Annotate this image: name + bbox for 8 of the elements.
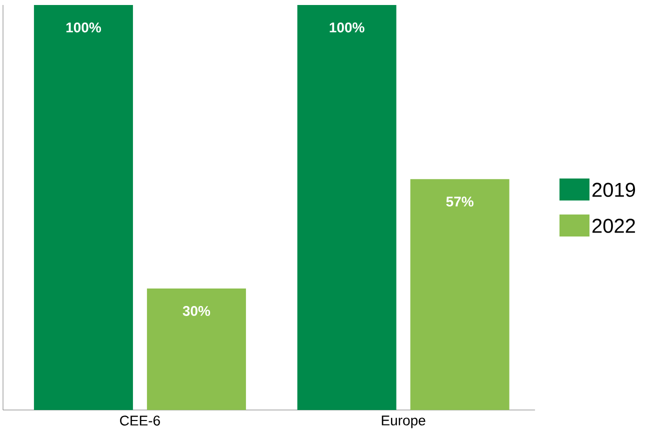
data-label: 57% xyxy=(446,196,474,207)
x-tick-label: Europe xyxy=(382,416,426,428)
legend-label: 2019 xyxy=(592,182,636,197)
data-label: 100% xyxy=(66,22,101,32)
x-tick-label: CEE-6 xyxy=(120,416,160,426)
legend-label: 2022 xyxy=(592,218,635,233)
data-label: 30% xyxy=(182,306,210,316)
data-label: 100% xyxy=(330,22,364,32)
